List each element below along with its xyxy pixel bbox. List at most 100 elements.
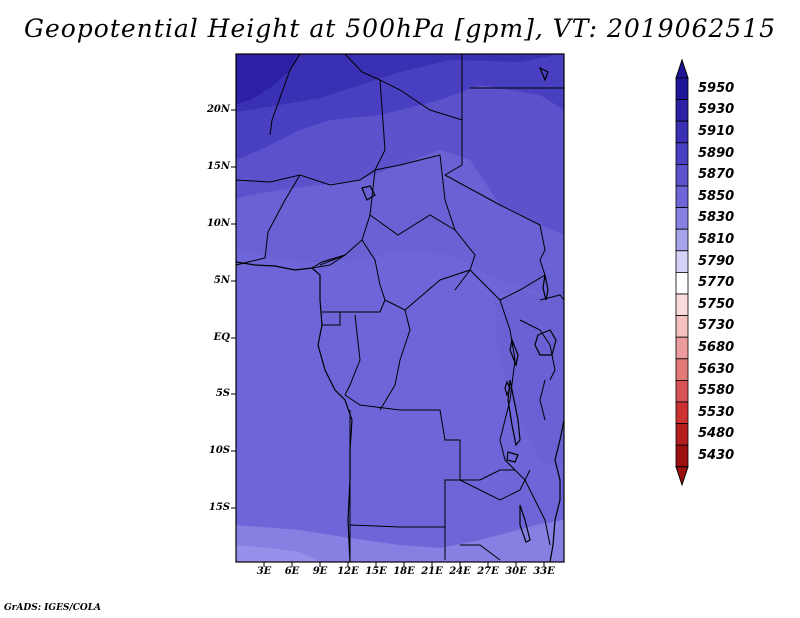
border-line bbox=[444, 174, 546, 301]
coastline bbox=[235, 261, 353, 563]
colorbar-swatch bbox=[675, 358, 689, 381]
colorbar-level-label: 5580 bbox=[698, 383, 735, 399]
shade-5870-belt bbox=[236, 150, 564, 300]
lon-label-18e: 18E bbox=[393, 566, 415, 577]
colorbar bbox=[675, 58, 689, 487]
grads-credit: GrADS: IGES/COLA bbox=[4, 603, 102, 613]
coastlines-and-lakes bbox=[235, 66, 565, 563]
lake-tana bbox=[538, 66, 549, 82]
colorbar-level-label: 5810 bbox=[698, 232, 735, 247]
border-line bbox=[322, 299, 386, 313]
colorbar-swatch bbox=[675, 77, 689, 101]
border-line bbox=[349, 524, 445, 528]
colorbar-swatch bbox=[675, 142, 689, 165]
border-line bbox=[444, 120, 463, 176]
lake-chad bbox=[361, 185, 376, 201]
shade-5870-east bbox=[495, 292, 564, 470]
colorbar-swatch bbox=[675, 185, 689, 209]
shade-5850 bbox=[236, 520, 564, 562]
shade-5950 bbox=[236, 54, 300, 104]
border-line bbox=[439, 154, 456, 231]
border-line bbox=[374, 79, 386, 171]
tick-marks bbox=[231, 109, 545, 567]
colorbar-level-label: 5530 bbox=[698, 404, 735, 420]
colorbar-swatch bbox=[675, 379, 689, 403]
shade-5830 bbox=[236, 545, 320, 562]
border-line bbox=[235, 154, 441, 186]
lake-malawi bbox=[519, 504, 531, 543]
lon-label-3e: 3E bbox=[256, 566, 272, 577]
colorbar-swatch bbox=[675, 423, 689, 446]
lon-label-30e: 30E bbox=[505, 566, 527, 577]
colorbar-swatch bbox=[675, 315, 689, 338]
colorbar-level-label: 5930 bbox=[698, 102, 735, 118]
shade-5930 bbox=[236, 54, 560, 112]
lake-tanganyika bbox=[507, 379, 521, 447]
colorbar-swatch bbox=[675, 293, 689, 317]
lat-label-5n: 5N bbox=[213, 275, 230, 286]
lon-label-21e: 21E bbox=[421, 566, 443, 577]
colorbar-level-label: 5830 bbox=[698, 210, 735, 226]
colorbar-swatch bbox=[675, 271, 689, 295]
lon-label-12e: 12E bbox=[337, 566, 359, 577]
colorbar-level-label: 5630 bbox=[698, 361, 735, 377]
colorbar-swatch bbox=[675, 163, 689, 187]
lon-label-24e: 24E bbox=[449, 566, 471, 577]
lat-label-5s: 5S bbox=[215, 388, 230, 399]
border-line bbox=[445, 469, 515, 481]
country-borders bbox=[235, 53, 565, 562]
colorbar-bottom-arrow bbox=[675, 466, 689, 487]
lake-mweru bbox=[506, 451, 519, 463]
border-line bbox=[514, 469, 551, 546]
lat-label-10s: 10S bbox=[208, 445, 230, 456]
colorbar-level-label: 5950 bbox=[698, 80, 735, 96]
colorbar-level-label: 5480 bbox=[698, 426, 735, 442]
colorbar-level-label: 5430 bbox=[698, 448, 735, 463]
border-line bbox=[519, 319, 556, 381]
colorbar-level-label: 5680 bbox=[698, 340, 735, 355]
colorbar-swatch bbox=[675, 336, 689, 360]
border-line bbox=[235, 174, 301, 266]
colorbar-swatch bbox=[675, 444, 689, 468]
border-line bbox=[322, 312, 341, 326]
colorbar-swatch bbox=[675, 401, 689, 425]
border-line bbox=[499, 299, 516, 471]
border-line bbox=[460, 544, 501, 561]
colorbar-swatch bbox=[675, 207, 689, 230]
lat-label-15n: 15N bbox=[206, 161, 230, 172]
colorbar-level-label: 5890 bbox=[698, 145, 735, 161]
border-line bbox=[319, 254, 346, 266]
lon-label-33e: 33E bbox=[533, 566, 555, 577]
border-line bbox=[311, 254, 346, 269]
lon-label-9e: 9E bbox=[312, 566, 328, 577]
colorbar-level-label: 5850 bbox=[698, 188, 735, 204]
border-line bbox=[539, 379, 546, 421]
colorbar-level-label: 5730 bbox=[698, 318, 735, 334]
lake-albert bbox=[509, 337, 519, 368]
lon-label-27e: 27E bbox=[477, 566, 499, 577]
map-title: Geopotential Height at 500hPa [gpm], VT:… bbox=[23, 14, 777, 43]
lat-label-20n: 20N bbox=[206, 104, 230, 115]
colorbar-level-label: 5870 bbox=[698, 167, 735, 183]
border-line bbox=[311, 169, 376, 269]
colorbar-swatch bbox=[675, 250, 689, 273]
lat-label-15s: 15S bbox=[208, 502, 230, 513]
map-frame bbox=[235, 53, 565, 563]
colorbar-swatch bbox=[675, 228, 689, 252]
border-line bbox=[344, 314, 361, 396]
colorbar-top-arrow bbox=[675, 58, 689, 79]
colorbar-level-label: 5790 bbox=[698, 253, 735, 269]
border-line bbox=[269, 53, 301, 136]
border-line bbox=[404, 269, 501, 311]
colorbar-level-label: 5770 bbox=[698, 275, 735, 291]
colorbar-swatch bbox=[675, 120, 689, 144]
coastline bbox=[549, 419, 565, 563]
colorbar-level-label: 5750 bbox=[698, 296, 735, 312]
lat-label-10n: 10N bbox=[206, 218, 230, 229]
lake-victoria bbox=[534, 329, 557, 356]
colorbar-level-label: 5910 bbox=[698, 124, 735, 139]
colorbar-swatch bbox=[675, 99, 689, 122]
lake-turkana bbox=[542, 274, 549, 301]
lon-label-6e: 6E bbox=[284, 566, 300, 577]
